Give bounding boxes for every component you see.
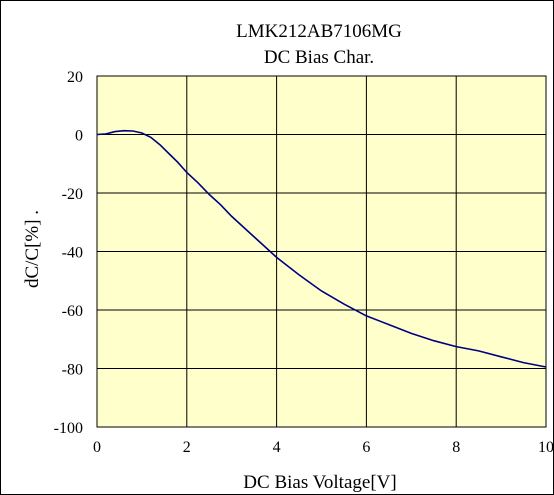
gridlines (97, 76, 546, 427)
y-tick-label: -20 (62, 186, 83, 203)
x-tick-labels: 0 2 4 6 8 10 (93, 439, 554, 456)
y-tick-labels: 20 0 -20 -40 -60 -80 -100 (54, 69, 83, 437)
chart-subtitle: DC Bias Char. (264, 47, 374, 68)
x-tick-label: 10 (538, 439, 554, 456)
chart-title: LMK212AB7106MG (236, 21, 402, 42)
x-tick-label: 6 (362, 439, 370, 456)
y-tick-label: -40 (62, 245, 83, 262)
y-tick-label: -80 (62, 362, 83, 379)
y-tick-label: 0 (75, 128, 83, 145)
series-layer (96, 129, 547, 368)
y-tick-label: -60 (62, 303, 83, 320)
y-tick-label: 20 (67, 69, 83, 86)
x-tick-label: 2 (183, 439, 191, 456)
x-tick-label: 0 (93, 439, 101, 456)
y-tick-label: -100 (54, 420, 83, 437)
x-tick-label: 4 (273, 439, 281, 456)
x-axis-label: DC Bias Voltage[V] (243, 472, 396, 493)
series-line (96, 129, 547, 368)
y-axis-label: dC/C[%] . (22, 210, 43, 288)
x-tick-label: 8 (452, 439, 460, 456)
